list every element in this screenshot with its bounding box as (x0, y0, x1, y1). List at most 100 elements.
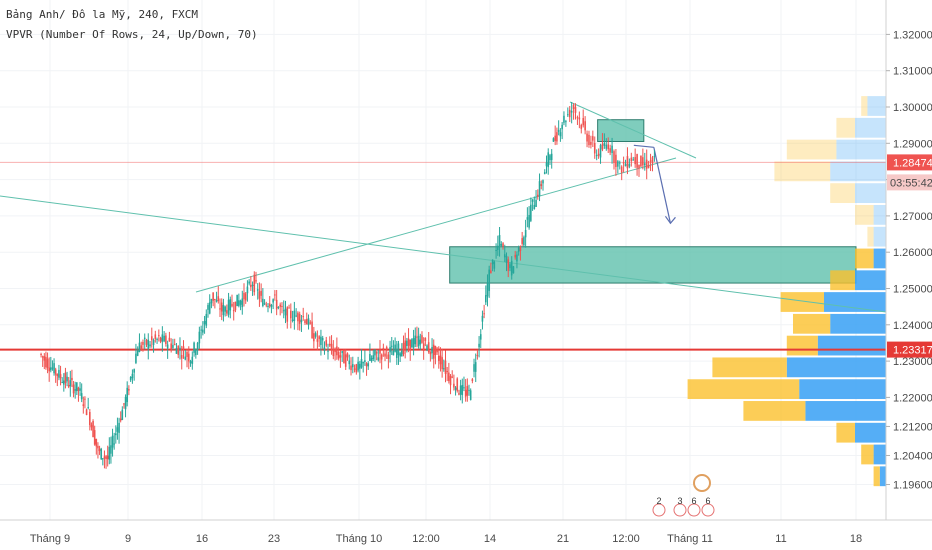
vp-bar-up (855, 183, 886, 204)
candle-body (318, 336, 320, 339)
candle-body (84, 398, 86, 400)
candle-body (622, 161, 625, 164)
candle-body (568, 109, 571, 118)
vp-bar-down (861, 444, 874, 465)
y-tick-label: 1.29000 (893, 138, 932, 150)
candle-body (592, 136, 594, 141)
price-axis[interactable]: 1.320001.310001.300001.290001.280001.270… (885, 0, 932, 520)
candle-body (168, 337, 171, 342)
candle-body (258, 291, 261, 299)
indicator-legend[interactable]: VPVR (Number Of Rows, 24, Up/Down, 70) (6, 28, 258, 41)
vp-bar-down (836, 422, 855, 443)
candle-body (357, 361, 359, 371)
candle-body (424, 337, 427, 342)
candle-body (76, 382, 78, 392)
current-price-tag (887, 154, 932, 171)
candle-body (106, 455, 109, 460)
candle-body (481, 315, 484, 322)
candle-body (61, 382, 63, 384)
candle-body (236, 294, 238, 307)
candle-body (244, 293, 247, 301)
countdown-tag (887, 174, 932, 191)
candle-body (227, 299, 230, 315)
candle-body (572, 104, 575, 109)
candle-body (557, 129, 560, 132)
candle-body (110, 445, 112, 454)
candle-body (313, 333, 315, 342)
candle-body (617, 161, 619, 167)
candle-body (72, 384, 75, 394)
candle-body (412, 338, 415, 348)
y-tick-label: 1.22000 (893, 392, 932, 404)
candle-body (590, 141, 592, 145)
candle-body (611, 145, 613, 153)
vp-bar-up (805, 401, 886, 421)
candle-body (232, 310, 235, 312)
candle-body (605, 144, 608, 149)
candle-body (533, 204, 536, 210)
candle-body (282, 310, 285, 312)
candle-body (89, 412, 91, 426)
event-count: 6 (691, 496, 696, 506)
candle-body (327, 350, 329, 352)
candle-body (343, 350, 345, 364)
candle-body (406, 340, 408, 347)
vp-bar-up (830, 313, 886, 334)
candle-body (645, 159, 648, 169)
candle-body (214, 299, 216, 301)
candle-body (314, 333, 317, 337)
candle-body (563, 115, 565, 123)
candle-body (320, 336, 322, 345)
candle-body (102, 458, 104, 460)
candle-body (290, 310, 292, 319)
projection-arrow (653, 147, 672, 224)
candle-body (486, 282, 489, 297)
vp-bar-up (786, 357, 886, 378)
candle-body (80, 393, 83, 400)
candle-body (295, 315, 297, 317)
candle-body (243, 292, 245, 300)
candle-body (385, 347, 388, 351)
candle-body (459, 385, 462, 395)
vp-bar-down (867, 226, 874, 247)
candle-body (554, 135, 556, 141)
candle-body (552, 138, 555, 142)
candle-body (302, 316, 305, 318)
candle-body (263, 303, 266, 305)
candle-body (588, 134, 590, 146)
candle-body (179, 347, 181, 350)
candle-body (108, 446, 111, 460)
candle-body (323, 347, 326, 352)
candle-body (272, 299, 274, 303)
candle-body (387, 354, 390, 360)
y-tick-label: 1.23000 (893, 356, 932, 368)
candle-body (359, 363, 361, 369)
candle-body (530, 204, 532, 221)
vp-bar-down (786, 335, 818, 356)
candle-body (586, 133, 588, 142)
upper-supply-zone (597, 119, 645, 142)
candle-body (503, 254, 506, 258)
candle-body (67, 385, 70, 387)
x-tick-label: 23 (268, 533, 280, 545)
candle-body (268, 303, 271, 307)
support-price-text: 1.23317 (893, 345, 932, 357)
candle-body (156, 338, 158, 340)
candle-body (421, 335, 423, 343)
candle-body (439, 355, 442, 365)
candle-body (507, 259, 510, 271)
candle-body (113, 443, 115, 445)
current-price-text: 1.28474 (893, 157, 932, 169)
candle-body (298, 313, 301, 324)
x-tick-label: 9 (125, 533, 131, 545)
symbol-legend[interactable]: Bảng Anh/ Đô la Mỹ, 240, FXCM (6, 8, 199, 21)
candle-body (536, 194, 539, 197)
candle-body (191, 356, 194, 364)
candle-body (304, 320, 306, 324)
time-axis[interactable]: Tháng 9 9 16 23 Tháng 10 12:00 14 21 12:00 Tháng … (0, 519, 932, 545)
candle-body (210, 298, 213, 304)
candle-body (307, 318, 310, 326)
candle-body (54, 369, 57, 375)
